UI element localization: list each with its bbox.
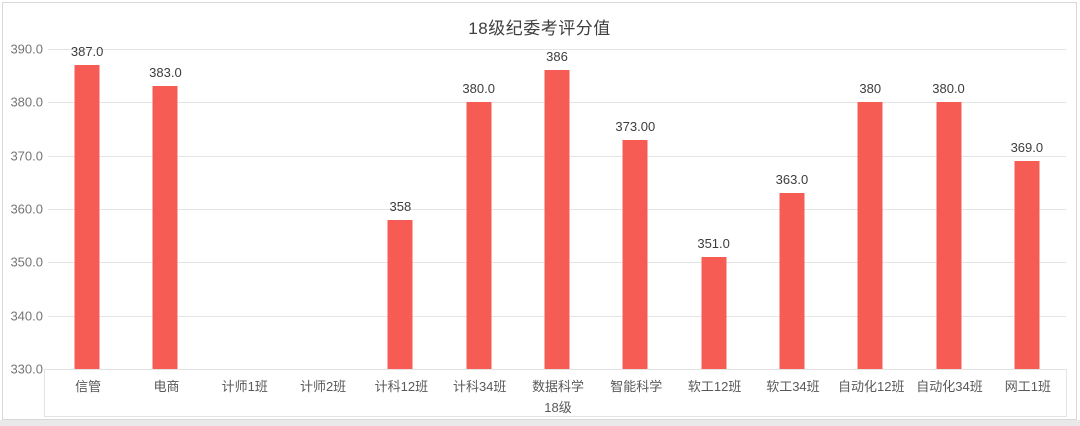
y-axis-tick-label: 390.0 [10,41,43,57]
bar [779,193,805,369]
y-axis-tick-label: 350.0 [10,254,43,270]
x-axis-category-label: 计师2班 [299,379,347,394]
y-axis-tick-label: 380.0 [10,94,43,110]
bar [74,65,100,369]
bar [622,140,648,369]
bar-value-label: 387.0 [70,44,104,59]
bar [466,102,492,369]
bar-value-label: 380.0 [932,81,965,96]
bar [936,102,962,369]
x-axis-category-label: 自动化34班 [916,379,983,394]
bar [152,86,178,369]
chart-title: 18级纪委考评分值 [468,19,611,38]
gridline [48,49,1066,50]
x-axis-category-label: 网工1班 [1004,379,1051,394]
bar-value-label: 358 [389,199,412,214]
x-axis-category-label: 自动化12班 [837,379,905,394]
x-axis-title: 18级 [544,400,572,415]
chart-canvas[interactable]: 18级纪委考评分值 390.0 380.0 370.0 360.0 350.0 340.0… [2,2,1077,420]
y-axis-tick-label: 370.0 [10,148,43,164]
bar-value-label: 363.0 [775,172,809,187]
bar-value-label: 373.00 [615,119,656,134]
bar-value-label: 351.0 [697,236,730,251]
page-background-strip [0,420,1080,426]
bar [544,70,570,369]
bar [701,257,727,369]
bar-value-label: 380 [859,81,882,96]
bar-value-label: 380.0 [462,81,495,96]
x-axis-category-label: 软工12班 [687,379,742,394]
y-axis-tick-label: 340.0 [10,308,43,324]
x-axis-category-label: 计科34班 [452,379,507,394]
bar-value-label: 369.0 [1010,140,1044,155]
y-axis-tick-label: 360.0 [10,201,43,217]
plot-area: 387.0 383.0 358 380.0 386 373.00 351.0 363.0 380… [48,44,1066,370]
x-axis-category-label: 软工34班 [766,379,820,394]
x-axis-category-label: 数据科学 [531,379,585,394]
x-axis-category-label: 智能科学 [610,379,663,394]
x-axis-category-label: 信管 [75,379,102,394]
bar [1014,161,1040,369]
bar [857,102,883,369]
bar-value-label: 383.0 [149,65,182,80]
x-axis-category-label: 电商 [153,379,180,394]
x-axis-category-labels: 信管 电商 计师1班 计师2班 计科12班 计科34班 数据科学 智能科学 软工12班 软工34班… [49,376,1067,394]
y-axis: 390.0 380.0 370.0 360.0 350.0 340.0 330.0 [3,42,43,377]
y-axis-tick-label: 330.0 [10,361,43,377]
x-axis-category-label: 计科12班 [374,379,429,394]
bar [387,220,413,369]
x-axis-label-box: 信管 电商 计师1班 计师2班 计科12班 计科34班 数据科学 智能科学 软工12班 软工34班… [44,369,1067,417]
bar-value-label: 386 [546,49,568,64]
x-axis-category-label: 计师1班 [221,379,268,394]
